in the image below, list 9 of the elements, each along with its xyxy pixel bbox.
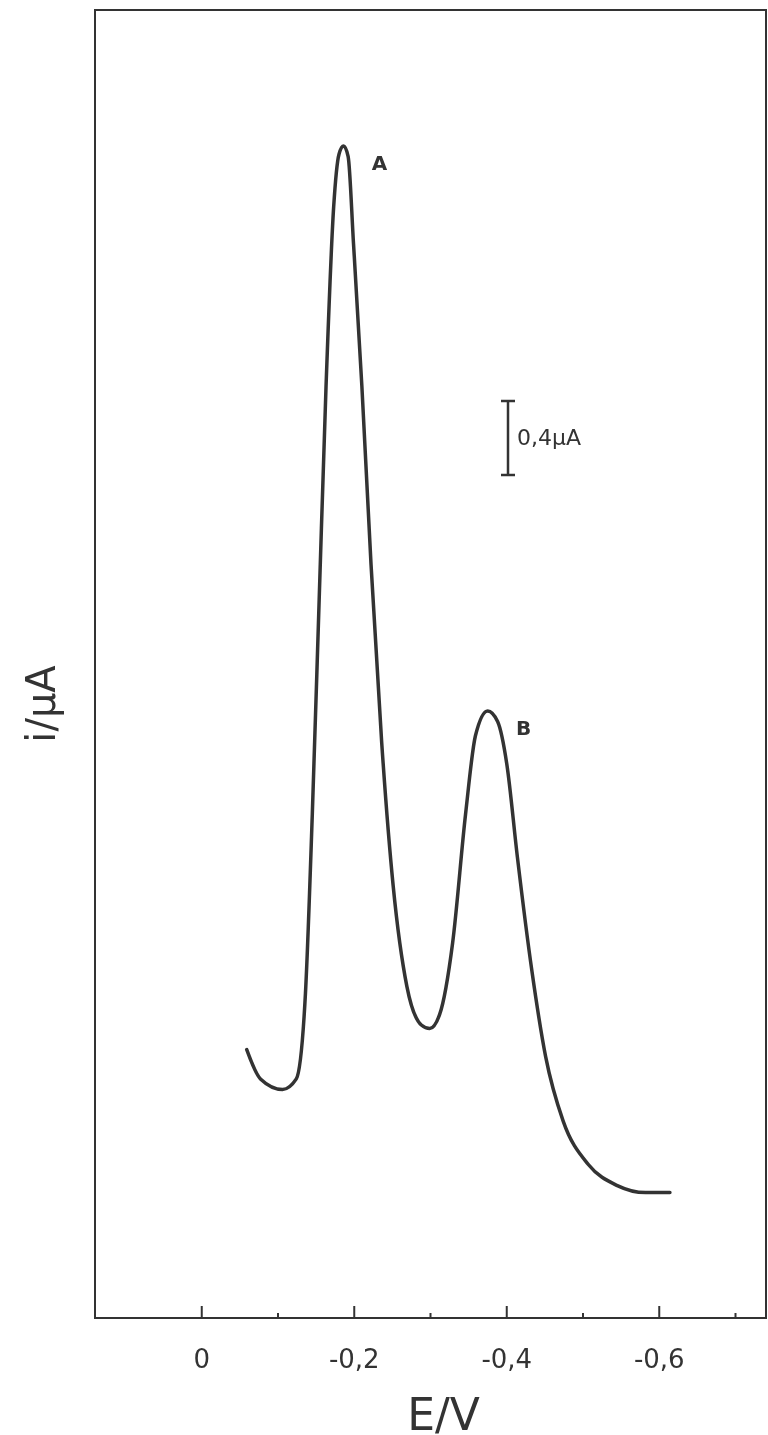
annotation: B [516, 715, 532, 740]
annotation: A [371, 151, 388, 175]
y-axis-title: i/µA [18, 664, 64, 743]
x-tick-label: 0 [193, 1344, 211, 1374]
annotation: 0,4µA [517, 425, 582, 450]
x-tick-label: -0,2 [328, 1344, 380, 1374]
x-axis-title: E/V [407, 1389, 480, 1435]
x-tick-label: -0,4 [481, 1344, 533, 1374]
x-tick-label: -0,6 [633, 1344, 685, 1374]
